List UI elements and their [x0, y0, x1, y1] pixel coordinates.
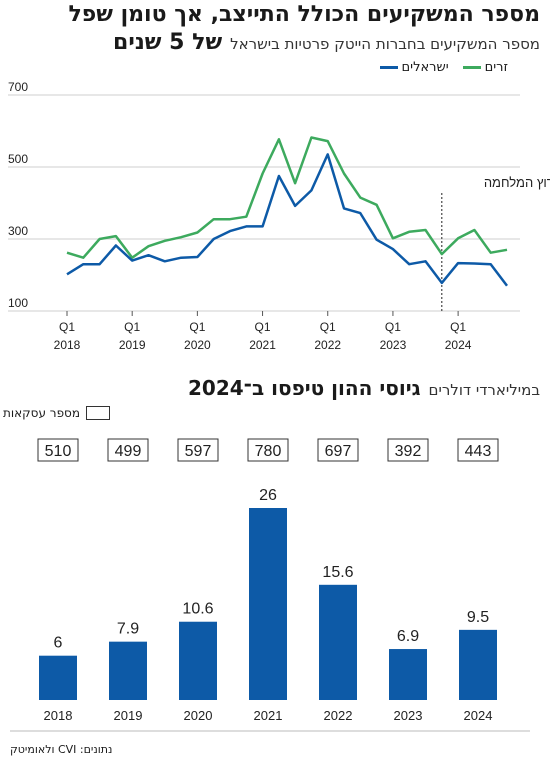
- line-legend: ישראלים זרים: [379, 60, 508, 75]
- legend-item-israelis: ישראלים: [379, 60, 449, 75]
- deals-value: 392: [395, 443, 422, 460]
- bar-value-label: 6.9: [397, 628, 419, 645]
- deals-box: [317, 438, 359, 462]
- line-series-israelis: [66, 153, 508, 287]
- y-tick-label: 300: [8, 224, 28, 238]
- x-tick-quarter: Q1: [320, 320, 336, 334]
- y-tick-label: 100: [8, 296, 28, 310]
- x-tick-year: 2022: [314, 338, 341, 352]
- deals-box: [387, 438, 429, 462]
- bar-value-label: 26: [259, 487, 277, 504]
- bar-2018: [39, 655, 77, 700]
- legend-item-foreign: זרים: [462, 60, 508, 75]
- deals-value: 443: [465, 443, 492, 460]
- legend-swatch-israelis: [379, 66, 398, 69]
- bar-value-label: 10.6: [182, 601, 213, 618]
- deals-box: [37, 438, 79, 462]
- x-tick-year: 2018: [54, 338, 81, 352]
- deals-legend-label: מספר עסקאות: [2, 406, 80, 420]
- bar-2022: [319, 584, 357, 700]
- bar-category-label: 2020: [184, 708, 213, 723]
- x-tick-year: 2024: [445, 338, 472, 352]
- bar-chart-title-row: גיוסי ההון טיפסו ב־2024 במיליארדי דולרים: [188, 376, 540, 400]
- x-tick-quarter: Q1: [255, 320, 271, 334]
- x-tick-year: 2021: [249, 338, 276, 352]
- bar-category-label: 2019: [114, 708, 143, 723]
- bar-2023: [389, 649, 427, 700]
- chart-title: מספר המשקיעים הכולל התייצב, אך טומן שפל: [68, 2, 540, 27]
- x-tick-quarter: Q1: [385, 320, 401, 334]
- bar-category-label: 2023: [394, 708, 423, 723]
- x-tick-quarter: Q1: [124, 320, 140, 334]
- bar-category-label: 2018: [44, 708, 73, 723]
- x-tick-quarter: Q1: [450, 320, 466, 334]
- deals-value: 597: [185, 443, 212, 460]
- chart-subtitle-row: של 5 שנים מספר המשקיעים בחברות הייטק פרט…: [113, 30, 540, 55]
- line-series-foreign: [66, 136, 508, 259]
- bar-2020: [179, 621, 217, 700]
- bar-chart-subtitle: במיליארדי דולרים: [428, 381, 540, 399]
- deals-box: [107, 438, 149, 462]
- bar-2024: [459, 629, 497, 700]
- x-tick-quarter: Q1: [189, 320, 205, 334]
- chart-title-continued: של 5 שנים: [113, 30, 223, 55]
- bar-value-label: 6: [54, 635, 63, 652]
- deals-value: 510: [45, 443, 72, 460]
- x-tick-year: 2019: [119, 338, 146, 352]
- x-tick-year: 2020: [184, 338, 211, 352]
- source-note: נתונים: CVI ולאומיטק: [10, 743, 113, 756]
- legend-label-foreign: זרים: [484, 60, 508, 75]
- x-tick-year: 2023: [380, 338, 407, 352]
- bar-2021: [249, 508, 287, 700]
- deals-value: 499: [115, 443, 142, 460]
- x-tick-quarter: Q1: [59, 320, 75, 334]
- annotation-label: פרוץ המלחמה: [484, 175, 550, 190]
- bar-value-label: 7.9: [117, 621, 139, 638]
- legend-swatch-foreign: [462, 66, 481, 69]
- bar-category-label: 2022: [324, 708, 353, 723]
- y-tick-label: 700: [8, 80, 28, 94]
- chart-subtitle: מספר המשקיעים בחברות הייטק פרטיות בישראל: [230, 35, 540, 53]
- deals-legend-box: [86, 406, 110, 420]
- deals-value: 697: [325, 443, 352, 460]
- deals-box: [247, 438, 289, 462]
- y-tick-label: 500: [8, 152, 28, 166]
- deals-legend: מספר עסקאות: [3, 406, 110, 420]
- bar-value-label: 15.6: [322, 564, 353, 581]
- bar-value-label: 9.5: [467, 609, 489, 626]
- legend-label-israelis: ישראלים: [401, 60, 449, 75]
- bar-2019: [109, 641, 147, 700]
- deals-box: [177, 438, 219, 462]
- bar-category-label: 2021: [254, 708, 283, 723]
- deals-box: [457, 438, 499, 462]
- bar-chart-title: גיוסי ההון טיפסו ב־2024: [187, 376, 421, 400]
- deals-value: 780: [255, 443, 282, 460]
- bar-category-label: 2024: [464, 708, 493, 723]
